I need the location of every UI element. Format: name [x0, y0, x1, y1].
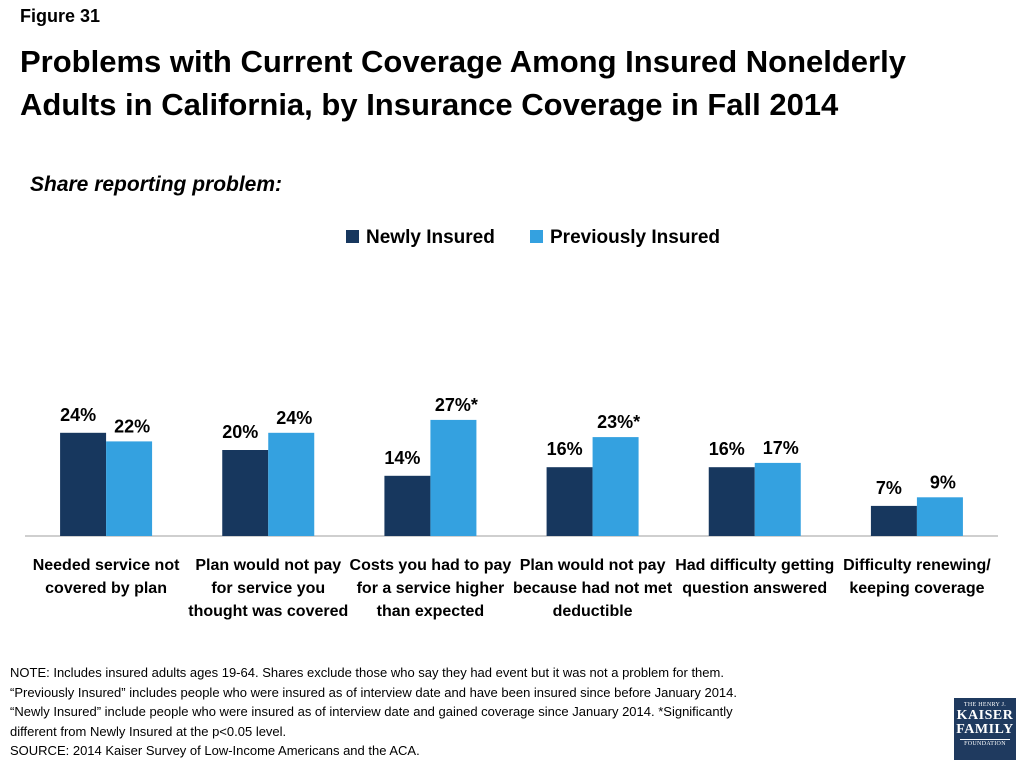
- category-label: Plan would not pay: [195, 557, 341, 574]
- category-label: Had difficulty getting: [675, 557, 834, 574]
- note-line: different from Newly Insured at the p<0.…: [10, 723, 287, 739]
- bar-newly-insured: [546, 467, 593, 536]
- data-label: 22%: [114, 416, 150, 436]
- data-label: 24%: [60, 405, 96, 425]
- category-label: Costs you had to pay: [350, 557, 512, 574]
- figure-label: Figure 31: [20, 6, 101, 26]
- legend-swatch: [346, 230, 359, 243]
- bar-previously-insured: [106, 441, 153, 536]
- legend-swatch: [530, 230, 543, 243]
- logo-text: THE HENRY J.: [963, 702, 1007, 708]
- bar-previously-insured: [916, 497, 963, 536]
- data-label: 24%: [276, 408, 312, 428]
- category-label: Plan would not pay: [520, 557, 666, 574]
- chart-subtitle: Share reporting problem:: [30, 173, 283, 196]
- bar-newly-insured: [222, 450, 269, 536]
- data-label: 7%: [876, 478, 902, 498]
- bar-previously-insured: [592, 437, 639, 536]
- data-label: 14%: [384, 448, 420, 468]
- footnote: NOTE: Includes insured adults ages 19-64…: [10, 663, 910, 761]
- legend-label: Previously Insured: [550, 227, 720, 248]
- data-label: 20%: [222, 422, 258, 442]
- page-title: Problems with Current Coverage Among Ins…: [20, 40, 1000, 126]
- bar-newly-insured: [870, 505, 917, 536]
- bar-newly-insured: [60, 432, 107, 536]
- category-label: Needed service not: [33, 557, 180, 574]
- source-line: SOURCE: 2014 Kaiser Survey of Low-Income…: [10, 743, 420, 758]
- data-label: 16%: [547, 439, 583, 459]
- bar-previously-insured: [754, 462, 801, 536]
- bar-newly-insured: [384, 475, 431, 536]
- bar-chart: Newly Insured Previously Insured 24% 22% Nee…: [25, 227, 998, 620]
- bar-previously-insured: [268, 432, 315, 536]
- note-line: “Newly Insured” include people who were …: [10, 704, 733, 719]
- category-label: deductible: [553, 603, 633, 620]
- category-label: thought was covered: [188, 603, 348, 620]
- note-line: NOTE: Includes insured adults ages 19-64…: [10, 665, 724, 680]
- category-label: for service you: [211, 580, 325, 597]
- data-label: 17%: [763, 438, 799, 458]
- bar-previously-insured: [430, 419, 477, 536]
- category-label: covered by plan: [45, 580, 167, 597]
- title-line-1: Problems with Current Coverage Among Ins…: [20, 44, 906, 79]
- category-label: keeping coverage: [849, 580, 984, 597]
- category-label: Difficulty renewing/: [843, 557, 991, 574]
- category-label: than expected: [377, 603, 485, 620]
- data-label: 27%*: [435, 395, 478, 415]
- data-label: 16%: [709, 439, 745, 459]
- kff-logo: THE HENRY J. KAISER FAMILY FOUNDATION: [954, 698, 1016, 760]
- category-label: because had not met: [513, 580, 673, 597]
- legend-label: Newly Insured: [366, 227, 495, 248]
- bar-newly-insured: [708, 467, 755, 536]
- category-label: question answered: [682, 580, 827, 597]
- category-label: for a service higher: [357, 580, 505, 597]
- data-label: 9%: [930, 472, 956, 492]
- logo-text: KAISER: [956, 708, 1014, 723]
- note-line: “Previously Insured” includes people who…: [10, 684, 737, 700]
- logo-text: FOUNDATION: [960, 739, 1010, 748]
- logo-text: FAMILY: [956, 722, 1014, 737]
- title-line-2: Adults in California, by Insurance Cover…: [20, 87, 839, 122]
- data-label: 23%*: [597, 412, 640, 432]
